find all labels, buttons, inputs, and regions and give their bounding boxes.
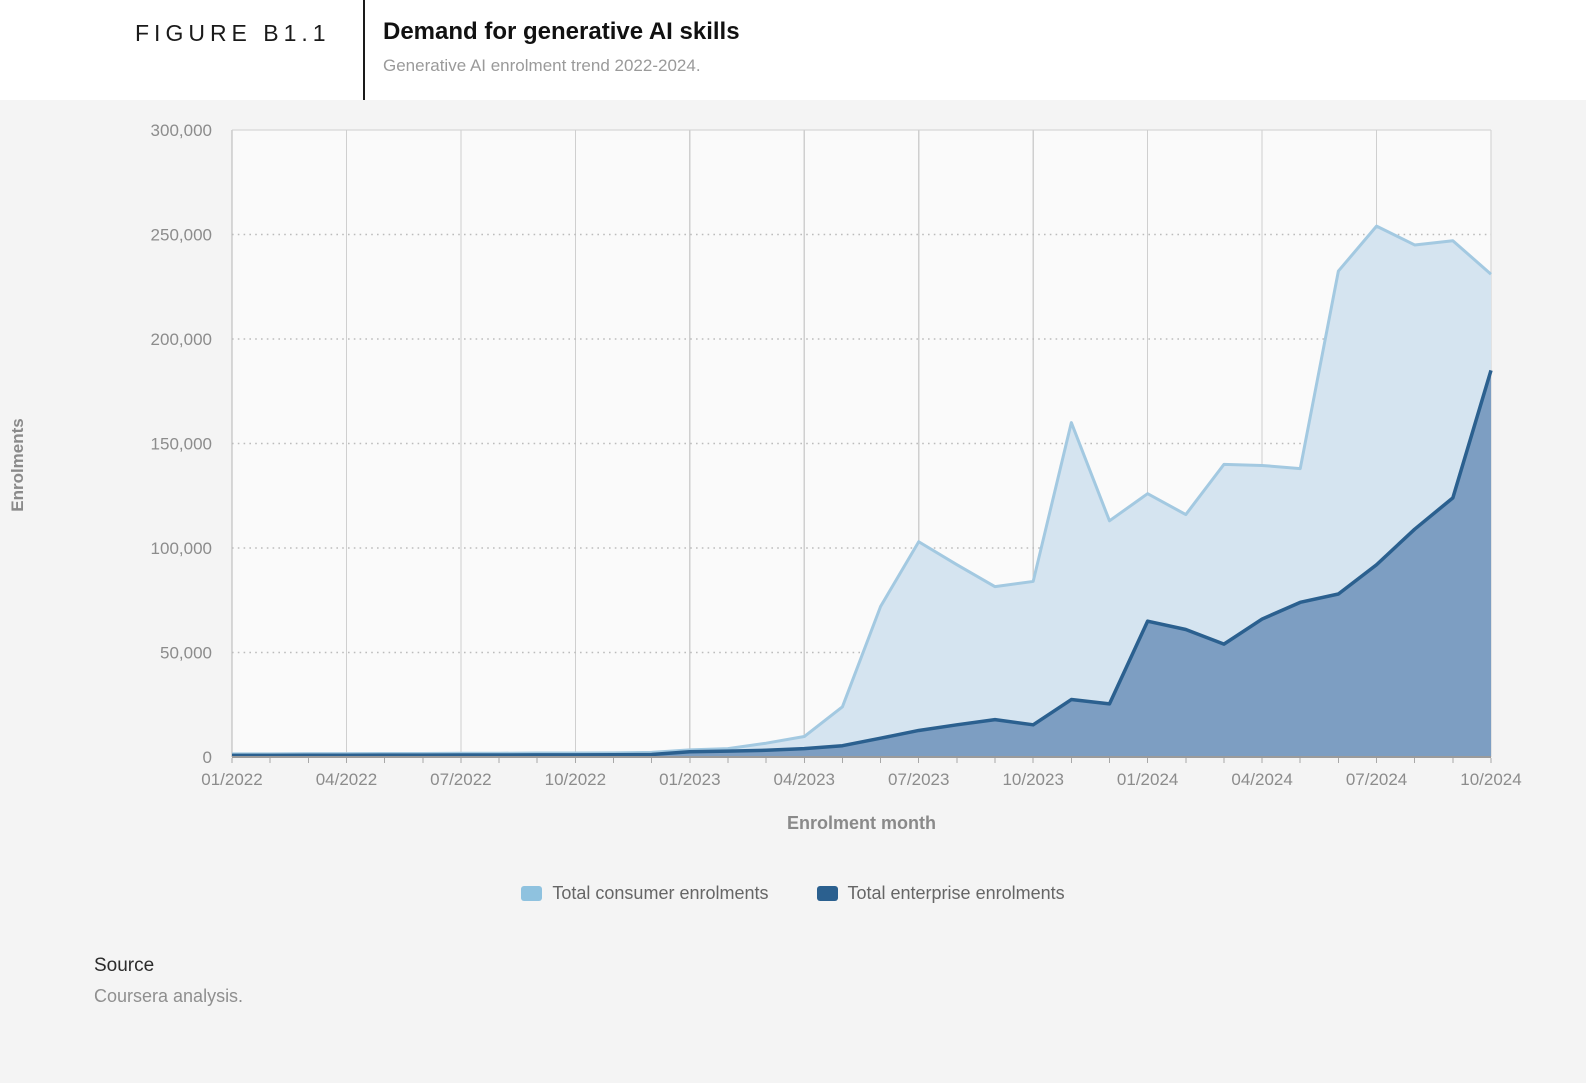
legend-item-consumer: Total consumer enrolments	[521, 883, 769, 904]
y-tick-label: 150,000	[151, 435, 212, 454]
x-tick-label: 04/2023	[774, 770, 835, 789]
legend-item-enterprise: Total enterprise enrolments	[816, 883, 1065, 904]
x-tick-label: 07/2023	[888, 770, 949, 789]
x-tick-label: 04/2024	[1231, 770, 1292, 789]
source-text: Coursera analysis.	[94, 986, 244, 1006]
y-tick-label: 50,000	[160, 644, 212, 663]
figure-number-label: FIGURE B1.1	[135, 20, 331, 46]
x-tick-label: 07/2022	[430, 770, 491, 789]
x-tick-label: 10/2024	[1460, 770, 1521, 789]
x-tick-label: 01/2023	[659, 770, 720, 789]
consumer-swatch-icon	[521, 886, 543, 901]
y-axis-title: Enrolments	[8, 418, 27, 512]
x-tick-label: 10/2023	[1002, 770, 1063, 789]
legend-label-consumer: Total consumer enrolments	[552, 883, 769, 903]
y-tick-label: 300,000	[151, 121, 212, 140]
enterprise-area	[232, 370, 1491, 757]
x-tick-label: 01/2024	[1117, 770, 1178, 789]
y-tick-label: 250,000	[151, 226, 212, 245]
enterprise-line	[232, 369, 1493, 758]
consumer-area	[232, 226, 1491, 757]
x-tick-label: 07/2024	[1346, 770, 1407, 789]
header-divider	[363, 0, 365, 100]
chart-subtitle: Generative AI enrolment trend 2022-2024.	[383, 56, 701, 75]
enrolment-area-chart: 0 50,000 100,000 150,000 200,000 250,000 300,0…	[151, 121, 1522, 789]
legend-label-enterprise: Total enterprise enrolments	[847, 883, 1065, 903]
chart-legend: Total consumer enrolments Total enterpri…	[0, 883, 1586, 904]
x-axis-title: Enrolment month	[787, 813, 936, 833]
chart-title: Demand for generative AI skills	[383, 18, 740, 45]
x-tick-label: 10/2022	[545, 770, 606, 789]
figure-header: FIGURE B1.1 Demand for generative AI ski…	[0, 0, 1586, 100]
x-tick-label: 01/2022	[201, 770, 262, 789]
source-label: Source	[94, 955, 155, 976]
y-tick-label: 200,000	[151, 330, 212, 349]
x-tick-label: 04/2022	[316, 770, 377, 789]
enterprise-swatch-icon	[816, 886, 838, 901]
y-tick-label: 100,000	[151, 539, 212, 558]
y-tick-label: 0	[203, 748, 212, 767]
